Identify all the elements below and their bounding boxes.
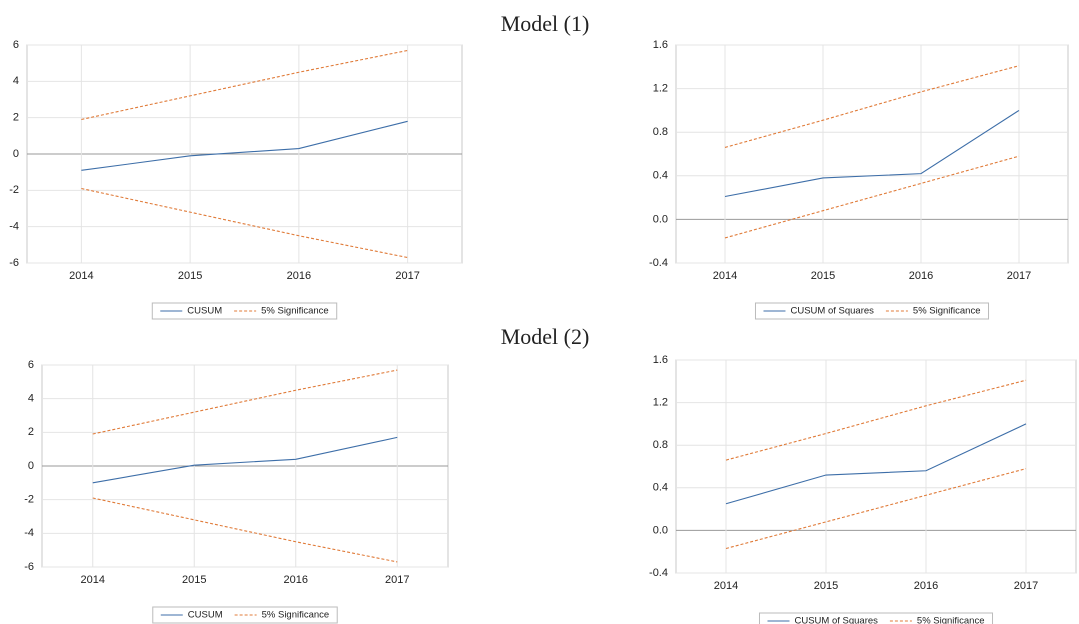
y-tick-label: 1.2 <box>653 83 668 95</box>
y-tick-label: -6 <box>24 561 34 573</box>
heading: Model (1) <box>501 11 590 36</box>
x-tick-label: 2016 <box>909 270 933 282</box>
x-tick-label: 2017 <box>1014 580 1038 592</box>
x-tick-label: 2014 <box>81 574 105 586</box>
y-tick-label: -4 <box>24 527 34 539</box>
legend: CUSUM of Squares 5% Significance <box>758 612 994 624</box>
plot-area <box>675 359 1077 574</box>
series-line <box>92 436 398 484</box>
legend-label: CUSUM of Squares <box>794 616 878 624</box>
x-tick-label: 2016 <box>287 270 311 282</box>
x-tick-label: 2016 <box>914 580 938 592</box>
legend-label: CUSUM <box>188 610 223 621</box>
legend-label: 5% Significance <box>261 306 329 317</box>
plot-area <box>675 44 1069 264</box>
y-tick-label: -4 <box>9 221 19 233</box>
legend-label: CUSUM <box>187 306 222 317</box>
x-tick-label: 2014 <box>714 580 738 592</box>
legend-label: 5% Significance <box>917 616 985 624</box>
chart: -6 -4 -2 0 2 4 6 2014 2015 2016 2017 CUSUM 5% Signif… <box>9 39 463 320</box>
legend: CUSUM of Squares 5% Significance <box>754 302 990 320</box>
y-tick-label: -2 <box>9 184 19 196</box>
y-tick-label: 0.8 <box>653 439 668 451</box>
x-tick-label: 2015 <box>811 270 835 282</box>
series-line <box>724 65 1020 148</box>
y-tick-label: 0.4 <box>653 482 668 494</box>
series-line <box>724 109 1020 198</box>
y-tick-label: -6 <box>9 257 19 269</box>
x-tick-label: 2015 <box>178 270 202 282</box>
series-line <box>725 379 1027 461</box>
y-tick-label: 1.2 <box>653 397 668 409</box>
legend: CUSUM 5% Significance <box>152 606 338 624</box>
chart: -6 -4 -2 0 2 4 6 2014 2015 2016 2017 CUSUM 5% Signif… <box>24 359 449 624</box>
y-tick-label: 4 <box>13 75 19 87</box>
legend-label: CUSUM of Squares <box>790 306 874 317</box>
legend: CUSUM 5% Significance <box>151 302 338 320</box>
x-tick-label: 2015 <box>814 580 838 592</box>
heading: Model (2) <box>501 324 590 349</box>
y-tick-label: 2 <box>28 426 34 438</box>
x-tick-label: 2017 <box>1007 270 1031 282</box>
legend-box <box>754 302 990 320</box>
x-tick-label: 2016 <box>284 574 308 586</box>
series-line <box>724 155 1020 239</box>
y-tick-label: 6 <box>13 39 19 51</box>
y-tick-label: 0.0 <box>653 213 668 225</box>
series-line <box>725 423 1027 505</box>
legend-label: 5% Significance <box>262 610 330 621</box>
x-tick-label: 2017 <box>385 574 409 586</box>
x-tick-label: 2017 <box>395 270 419 282</box>
chart: -0.4 0.0 0.4 0.8 1.2 1.6 2014 2015 2016 2017 CUSUM… <box>649 354 1077 624</box>
x-tick-label: 2014 <box>713 270 737 282</box>
series-line <box>92 369 398 435</box>
x-tick-label: 2015 <box>182 574 206 586</box>
series-line <box>725 468 1027 550</box>
y-tick-label: 2 <box>13 112 19 124</box>
legend-label: 5% Significance <box>913 306 981 317</box>
y-tick-label: 1.6 <box>653 354 668 366</box>
y-tick-label: -0.4 <box>649 567 668 579</box>
y-tick-label: 0 <box>13 148 19 160</box>
series-line <box>92 497 398 563</box>
y-tick-label: 0 <box>28 460 34 472</box>
y-tick-label: 4 <box>28 393 34 405</box>
y-tick-label: 1.6 <box>653 39 668 51</box>
chart: -0.4 0.0 0.4 0.8 1.2 1.6 2014 2015 2016 2017 CUSUM… <box>649 39 1069 320</box>
y-tick-label: 0.0 <box>653 524 668 536</box>
y-tick-label: 0.8 <box>653 126 668 138</box>
y-tick-label: -2 <box>24 494 34 506</box>
legend-box <box>758 612 994 624</box>
series-line <box>81 49 408 121</box>
series-line <box>81 120 408 171</box>
y-tick-label: 6 <box>28 359 34 371</box>
series-line <box>81 187 408 259</box>
y-tick-label: 0.4 <box>653 170 668 182</box>
y-tick-label: -0.4 <box>649 257 668 269</box>
x-tick-label: 2014 <box>69 270 93 282</box>
